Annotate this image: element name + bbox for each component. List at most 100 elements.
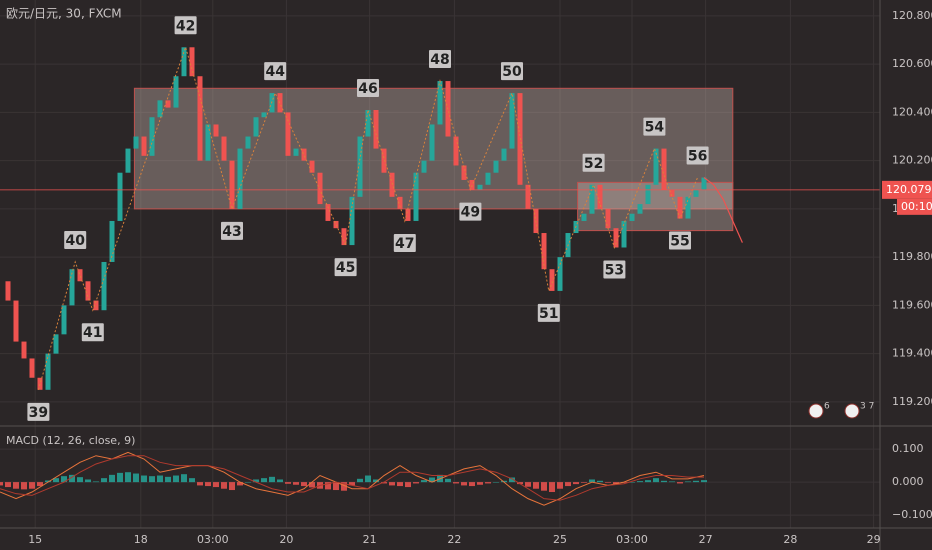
histogram-bar bbox=[629, 482, 635, 483]
x-tick-label: 28 bbox=[783, 533, 797, 546]
wave-label-box bbox=[686, 146, 709, 165]
histogram-bar bbox=[109, 474, 115, 483]
histogram-bar bbox=[661, 480, 667, 483]
candle bbox=[165, 100, 171, 108]
candle bbox=[237, 148, 243, 209]
candle bbox=[661, 148, 667, 190]
candle bbox=[21, 341, 27, 359]
histogram-bar bbox=[149, 476, 155, 483]
candle bbox=[213, 124, 219, 137]
histogram-bar bbox=[565, 482, 571, 487]
badge bbox=[808, 403, 824, 419]
wave-zigzag bbox=[37, 45, 699, 390]
histogram-bar bbox=[365, 475, 371, 483]
forecast-line bbox=[703, 177, 743, 243]
histogram-bar bbox=[45, 480, 51, 483]
candle bbox=[197, 76, 203, 161]
candle bbox=[365, 109, 371, 137]
histogram-bar bbox=[421, 480, 427, 483]
histogram-bar bbox=[117, 472, 123, 483]
histogram-bar bbox=[0, 482, 3, 486]
candle bbox=[5, 281, 11, 301]
wave-label: 48 bbox=[430, 52, 449, 68]
histogram-bar bbox=[581, 482, 587, 483]
wave-label-box bbox=[27, 402, 50, 421]
histogram-bar bbox=[453, 482, 459, 484]
y-tick-label: −0.100 bbox=[892, 508, 932, 521]
candle bbox=[701, 177, 707, 190]
candle bbox=[13, 300, 19, 342]
y-tick-label: 120.600 bbox=[892, 57, 932, 70]
candle bbox=[285, 112, 291, 156]
wave-label: 44 bbox=[265, 64, 285, 80]
histogram-bar bbox=[357, 478, 363, 483]
candle bbox=[173, 76, 179, 108]
macd-line bbox=[0, 455, 704, 501]
wave-label-box bbox=[221, 221, 243, 240]
candle bbox=[541, 233, 547, 270]
candle bbox=[133, 136, 139, 149]
histogram-bar bbox=[285, 482, 291, 484]
candle bbox=[77, 269, 83, 282]
candle bbox=[613, 228, 619, 248]
candle bbox=[341, 228, 347, 246]
overlay: 119.200119.400119.600119.800120.000120.2… bbox=[27, 9, 932, 546]
y-tick-label: 119.800 bbox=[892, 250, 932, 263]
candle bbox=[189, 47, 195, 77]
histogram-bar bbox=[645, 480, 651, 483]
wave-label: 53 bbox=[605, 262, 624, 278]
x-tick-label: 03:00 bbox=[197, 533, 229, 546]
candle bbox=[333, 220, 339, 229]
histogram-bar bbox=[477, 482, 483, 485]
wave-label: 45 bbox=[336, 260, 355, 276]
histogram-bar bbox=[13, 482, 19, 489]
x-tick-label: 22 bbox=[447, 533, 461, 546]
histogram-bar bbox=[677, 482, 683, 484]
candle bbox=[597, 184, 603, 209]
histogram-bar bbox=[389, 482, 395, 486]
histogram-bar bbox=[405, 482, 411, 488]
x-tick-label: 20 bbox=[279, 533, 293, 546]
candle bbox=[125, 148, 131, 173]
histogram-bar bbox=[93, 481, 99, 483]
candle bbox=[589, 184, 595, 214]
badge-label: 3 7 bbox=[860, 402, 874, 412]
histogram-bar bbox=[445, 478, 451, 483]
candle bbox=[525, 184, 531, 209]
histogram-bar bbox=[85, 479, 91, 483]
wave-label-box bbox=[357, 78, 379, 97]
histogram-bar bbox=[637, 481, 643, 483]
candle bbox=[61, 305, 67, 335]
histogram-bar bbox=[685, 481, 691, 483]
histogram-bar bbox=[29, 482, 35, 489]
wave-label: 51 bbox=[539, 306, 558, 322]
grid bbox=[0, 0, 880, 528]
candle bbox=[93, 300, 99, 311]
candle bbox=[373, 109, 379, 149]
candle bbox=[693, 189, 699, 197]
wave-label-box bbox=[669, 231, 691, 250]
candle bbox=[309, 160, 315, 173]
histogram-bar bbox=[205, 482, 211, 487]
histogram-bar bbox=[277, 479, 283, 483]
histogram-bar bbox=[157, 475, 163, 483]
wave-label-box bbox=[393, 233, 416, 252]
y-tick-label: 119.600 bbox=[892, 298, 932, 311]
wave-label: 47 bbox=[395, 236, 414, 252]
candle bbox=[405, 208, 411, 221]
candle bbox=[253, 117, 259, 137]
histogram-bar bbox=[493, 482, 499, 483]
candle bbox=[157, 100, 163, 118]
histogram-bar bbox=[229, 482, 235, 491]
candle bbox=[389, 172, 395, 197]
candle bbox=[549, 269, 555, 291]
wave-label-box bbox=[264, 62, 287, 81]
candle bbox=[645, 184, 651, 205]
histogram-bar bbox=[381, 482, 387, 484]
wave-label: 41 bbox=[83, 325, 102, 341]
histogram-bar bbox=[69, 474, 75, 483]
histogram-bar bbox=[597, 480, 603, 483]
histogram-bar bbox=[125, 472, 131, 483]
wave-label-box bbox=[429, 50, 451, 69]
x-tick-label: 18 bbox=[134, 533, 148, 546]
